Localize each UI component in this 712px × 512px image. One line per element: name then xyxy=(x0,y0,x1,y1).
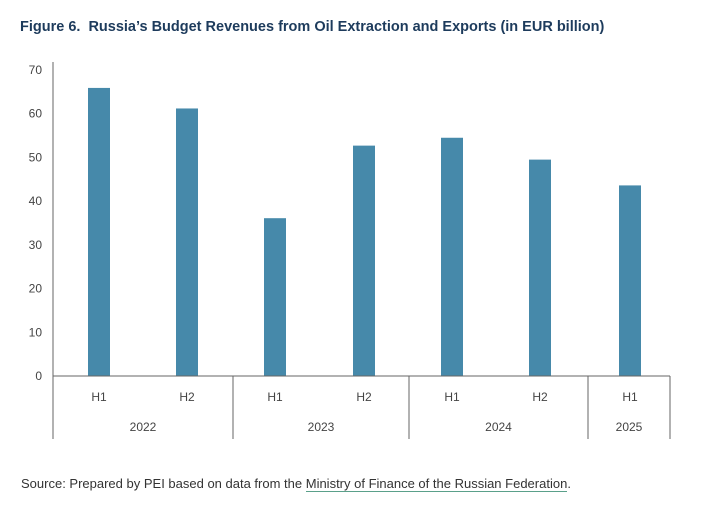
x-tick-label: H2 xyxy=(532,390,548,404)
bar xyxy=(441,137,463,376)
y-tick-label: 40 xyxy=(29,194,43,208)
y-tick-label: 60 xyxy=(29,107,43,121)
group-label: 2023 xyxy=(308,420,335,434)
y-tick-label: 30 xyxy=(29,238,43,252)
y-tick-label: 0 xyxy=(35,369,42,383)
bar-chart: 0 10 20 30 40 50 60 70 H1 H2 H1 H2 H1 H2 H1 2022 2023 202… xyxy=(29,62,671,439)
x-tick-label: H1 xyxy=(91,390,107,404)
bar xyxy=(529,159,551,376)
figure-title-text: Russia’s Budget Revenues from Oil Extrac… xyxy=(88,19,605,35)
group-label: 2024 xyxy=(485,420,512,434)
source-note: Source: Prepared by PEI based on data fr… xyxy=(21,476,571,492)
bar xyxy=(88,87,110,377)
y-tick-label: 20 xyxy=(29,282,43,296)
figure-number: Figure 6. xyxy=(20,19,81,35)
bar xyxy=(264,218,286,376)
x-tick-label: H2 xyxy=(179,390,195,404)
y-tick-label: 10 xyxy=(29,325,43,339)
group-label: 2025 xyxy=(616,420,643,434)
bar xyxy=(176,108,198,377)
source-prefix: Source: Prepared by PEI based on data fr… xyxy=(21,476,306,491)
source-link[interactable]: Ministry of Finance of the Russian Feder… xyxy=(305,476,568,492)
x-tick-label: H2 xyxy=(356,390,372,404)
y-tick-label: 50 xyxy=(29,150,43,164)
group-label: 2022 xyxy=(130,420,157,434)
x-tick-label: H1 xyxy=(444,390,460,404)
bar xyxy=(619,185,641,376)
chart-title: Figure 6. Russia’s Budget Revenues from O… xyxy=(20,19,604,35)
x-tick-label: H1 xyxy=(267,390,283,404)
source-suffix: . xyxy=(567,476,571,491)
bar xyxy=(353,145,375,376)
x-tick-label: H1 xyxy=(622,390,638,404)
y-tick-label: 70 xyxy=(29,63,43,77)
